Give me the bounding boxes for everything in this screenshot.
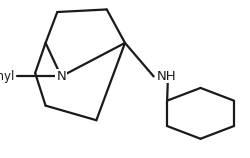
Text: NH: NH xyxy=(157,70,176,83)
Text: N: N xyxy=(56,70,66,83)
Text: methyl: methyl xyxy=(0,70,15,83)
